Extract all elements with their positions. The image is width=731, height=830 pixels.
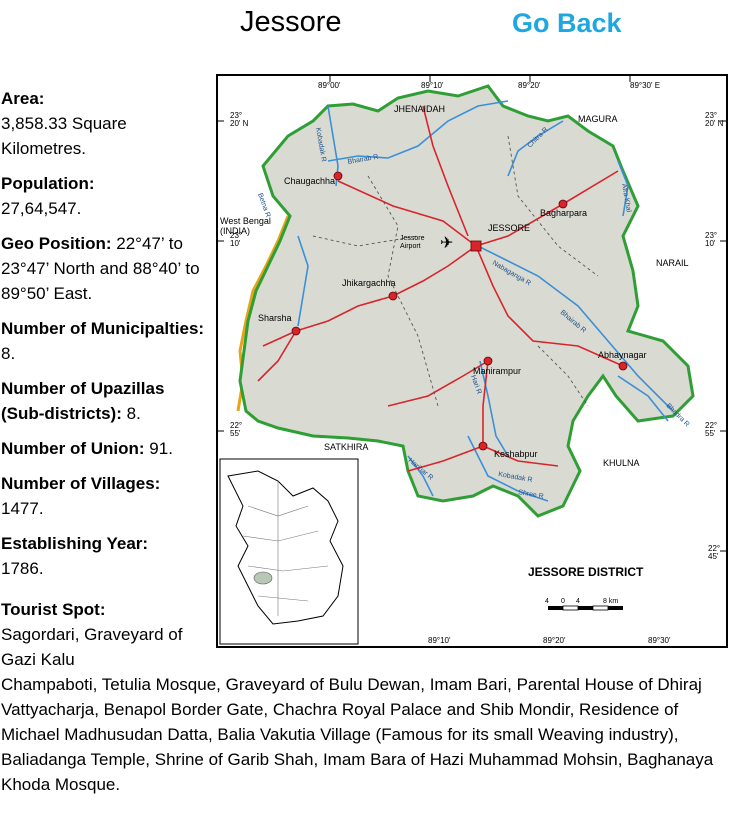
info-value: 3,858.33 Square Kilometres. [1,114,127,158]
right-tick-label: 22° 55' [705,421,717,438]
town-marker [388,291,398,301]
upazila-boundaries [312,135,599,407]
neighbor-label: West Bengal (INDIA) [220,216,271,236]
info-label: Number of Upazillas (Sub-districts): [1,379,165,423]
airport-icon: ✈ [440,233,453,252]
left-tick-label: 23° 20' N [230,111,249,128]
river-label: Shree R [518,489,545,500]
info-value: 8. [126,404,141,423]
go-back-link[interactable]: Go Back [512,8,622,38]
neighbor-label: JHENAIDAH [394,104,445,114]
bottom-tick-label: 89°10' [428,636,451,645]
scale-label: 4 [576,598,580,605]
river-label: Betna R [256,192,271,218]
district-title: JESSORE DISTRICT [528,565,644,579]
district-info: Area: 3,858.33 Square Kilometres. Populat… [1,86,206,591]
info-villages: Number of Villages: 1477. [1,471,206,521]
info-value: 27,64,547. [1,199,82,218]
info-value: 8. [1,344,16,363]
info-label: Area: [1,89,45,108]
airport-label: Jessore Airport [400,235,425,250]
town-label: Keshabpur [494,449,538,459]
info-label: Population: [1,174,95,193]
info-label: Number of Municipalties: [1,319,205,338]
scale-bar [548,605,623,611]
left-tick-label: 23° 10' [230,231,242,248]
right-tick-label: 23° 20' N [705,111,724,128]
town-label: Abhaynagar [598,350,647,360]
town-marker [333,171,343,181]
info-label: Geo Position: [1,234,112,253]
tourist-spot: Tourist Spot: Sagordari, Graveyard of Ga… [1,597,721,797]
info-label: Establishing Year: [1,534,149,553]
neighbor-label: KHULNA [603,458,640,468]
info-label: Number of Villages: [1,474,161,493]
district-hq-marker [470,240,482,252]
bottom-tick-label: 89°20' [543,636,566,645]
neighbor-label: MAGURA [578,114,618,124]
scale-label: 8 km [603,598,618,605]
town-marker [618,361,628,371]
info-geo-position: Geo Position: 22°47’ to 23°47’ North and… [1,231,206,306]
scale-label: 0 [561,598,565,605]
town-label: Chaugachha [284,176,335,186]
top-tick-label: 89°00' [318,81,341,90]
info-value: 91. [149,439,173,458]
neighbor-label: NARAIL [656,258,689,268]
town-label: Bagharpara [540,208,587,218]
road-lines [257,105,624,472]
right-tick-label: 23° 10' [705,231,717,248]
river-label: Afra Khal [620,183,632,213]
town-marker [478,441,488,451]
info-area: Area: 3,858.33 Square Kilometres. [1,86,206,161]
top-tick-label: 89°10' [421,81,444,90]
town-label: Sharsha [258,313,292,323]
tourist-spot-label: Tourist Spot: [1,600,106,619]
bottom-tick-label: 89°30' [648,636,671,645]
district-map-svg: 89°00' 89°10' 89°20' 89°30' E 89°10' 89°20' 89… [218,76,726,645]
info-municipalities: Number of Municipalties: 8. [1,316,206,366]
town-marker [291,326,301,336]
info-label: Number of Union: [1,439,145,458]
district-map: 89°00' 89°10' 89°20' 89°30' E 89°10' 89°20' 89… [216,74,728,648]
town-label: Jhikargachha [342,278,396,288]
bangladesh-outline [227,470,344,625]
info-establishing-year: Establishing Year: 1786. [1,531,206,581]
info-unions: Number of Union: 91. [1,436,206,461]
info-upazillas: Number of Upazillas (Sub-districts): 8. [1,376,206,426]
town-label: Manirampur [473,366,521,376]
info-population: Population: 27,64,547. [1,171,206,221]
scale-label: 4 [545,598,549,605]
jessore-inset-marker [253,571,273,585]
info-value: 1786. [1,559,44,578]
tourist-spot-list: Champaboti, Tetulia Mosque, Graveyard of… [1,675,714,794]
tourist-spot-lead: Sagordari, Graveyard of Gazi Kalu [1,625,183,669]
town-marker [483,356,493,366]
top-tick-label: 89°20' [518,81,541,90]
info-value: 22°47’ to 23°47’ North and 88°40’ to 89°… [1,234,200,303]
town-marker [558,199,568,209]
info-value: 1477. [1,499,44,518]
right-tick-label: 22° 45' [708,544,720,561]
left-tick-label: 22° 55' [230,421,242,438]
top-tick-label: 89°30' E [630,81,660,90]
page-title: Jessore [240,6,342,38]
neighbor-label: SATKHIRA [324,442,368,452]
town-label: JESSORE [488,223,530,233]
